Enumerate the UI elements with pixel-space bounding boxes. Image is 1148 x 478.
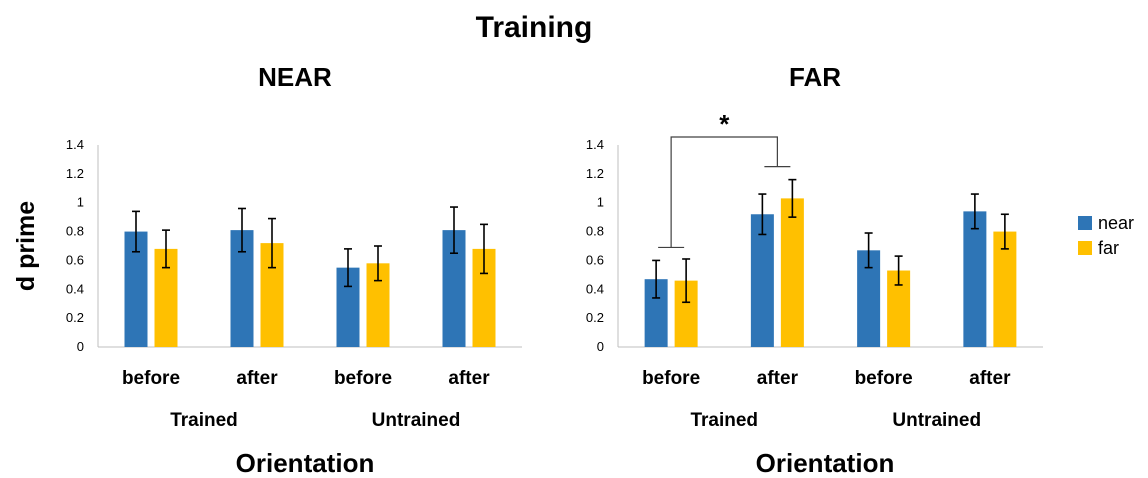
bar-far [366,263,390,347]
bar-near [442,230,466,347]
y-tick-label: 0.8 [586,224,604,239]
x-tick-label: after [969,368,1011,389]
y-tick-label: 0.4 [66,281,84,296]
y-tick-label: 0.6 [586,252,604,267]
x-axis-label-far: Orientation [756,448,895,478]
bar-near [230,230,254,347]
chart-near: NEAR Orientation 0 0.2 0.4 0.6 0.8 1 1.2 1.4 bef… [66,62,522,478]
x-tick-label: before [334,368,392,389]
y-tick-label: 1 [597,195,604,210]
group-label: Untrained [892,410,981,431]
y-tick-label: 0.2 [66,310,84,325]
x-tick-label: after [757,368,799,389]
legend-swatch-near [1078,216,1092,230]
chart-far: FAR Orientation 0 0.2 0.4 0.6 0.8 1 1.2 1.4 befo… [586,62,1043,478]
bar-far [674,280,698,347]
bar-near [336,267,360,347]
y-tick-label: 0 [597,339,604,354]
bar-far [472,248,496,347]
x-tick-label: before [122,368,180,389]
y-tick-label: 0.6 [66,252,84,267]
x-tick-label: before [642,368,700,389]
bar-near [124,231,148,347]
significance-asterisk: * [719,109,730,139]
y-tick-label: 0.4 [586,281,604,296]
bar-far [993,231,1017,347]
y-tick-label: 1.2 [66,166,84,181]
legend-swatch-far [1078,241,1092,255]
legend-label-far: far [1098,238,1119,258]
bar-far [260,243,284,347]
legend: near far [1078,213,1134,258]
y-tick-label: 0.2 [586,310,604,325]
bar-near [750,214,774,347]
y-tick-label: 1.2 [586,166,604,181]
x-tick-label: before [855,368,913,389]
group-label: Untrained [372,410,461,431]
bar-near [963,211,987,347]
bar-near [644,279,668,347]
y-axis-label: d prime [12,201,40,291]
bar-far [887,270,911,347]
y-tick-label: 0 [77,339,84,354]
chart-title-near: NEAR [258,62,332,92]
x-axis-label-near: Orientation [236,448,375,478]
group-label: Trained [690,410,758,431]
figure-title: Training [476,11,593,44]
y-tick-label: 1 [77,195,84,210]
bar-far [780,198,804,347]
group-label: Trained [170,410,238,431]
chart-title-far: FAR [789,62,841,92]
y-tick-label: 1.4 [586,137,604,152]
bar-near [857,250,881,347]
significance-bracket [670,136,778,248]
x-tick-label: after [236,368,278,389]
bar-far [154,248,178,347]
x-tick-label: after [448,368,490,389]
y-tick-label: 0.8 [66,224,84,239]
y-tick-label: 1.4 [66,137,84,152]
legend-label-near: near [1098,213,1134,233]
